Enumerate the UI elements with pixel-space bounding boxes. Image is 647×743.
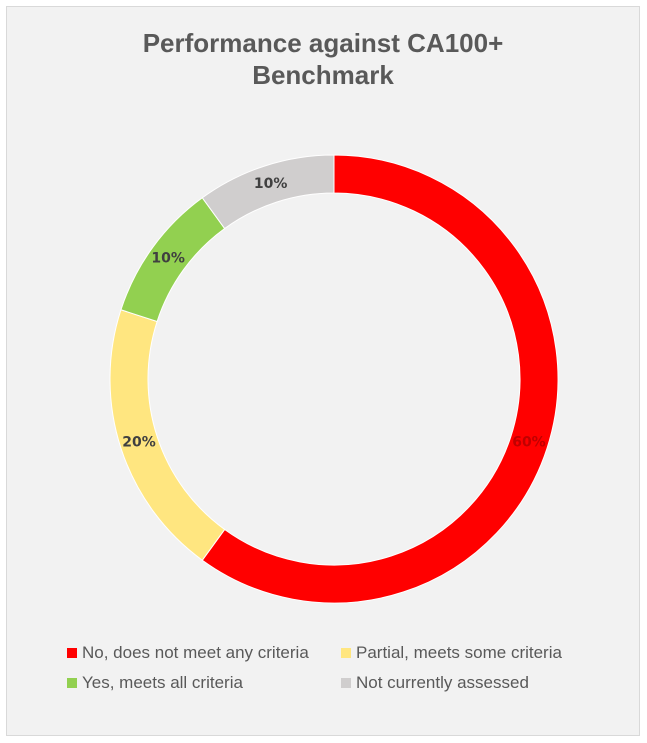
data-label-partial: 20% (122, 434, 156, 450)
legend-label-yes: Yes, meets all criteria (82, 673, 243, 692)
legend-item-partial: Partial, meets some criteria (341, 643, 562, 663)
legend-label-partial: Partial, meets some criteria (356, 643, 562, 662)
chart-legend: No, does not meet any criteria Partial, … (67, 643, 627, 703)
data-label-yes: 10% (151, 251, 185, 267)
data-label-no: 60% (512, 434, 546, 450)
chart-title-line-1: Performance against CA100+ (142, 28, 504, 58)
legend-label-no: No, does not meet any criteria (82, 643, 309, 662)
slice-not-assessed (201, 154, 335, 230)
legend-item-no: No, does not meet any criteria (67, 643, 309, 663)
chart-frame: Performance against CA100+ Benchmark 60%… (6, 6, 640, 736)
legend-item-yes: Yes, meets all criteria (67, 673, 243, 693)
chart-title-line-2: Benchmark (252, 60, 394, 90)
donut-chart: 60% 20% 10% 10% (109, 154, 559, 604)
legend-item-not-assessed: Not currently assessed (341, 673, 529, 693)
data-label-not-assessed: 10% (254, 176, 288, 192)
legend-swatch-partial (341, 648, 351, 658)
legend-label-not-assessed: Not currently assessed (356, 673, 529, 692)
legend-row-1: No, does not meet any criteria Partial, … (67, 643, 627, 673)
legend-swatch-no (67, 648, 77, 658)
chart-title: Performance against CA100+ Benchmark (7, 27, 639, 91)
legend-swatch-yes (67, 678, 77, 688)
legend-swatch-not-assessed (341, 678, 351, 688)
slice-no (201, 154, 559, 604)
legend-row-2: Yes, meets all criteria Not currently as… (67, 673, 627, 703)
